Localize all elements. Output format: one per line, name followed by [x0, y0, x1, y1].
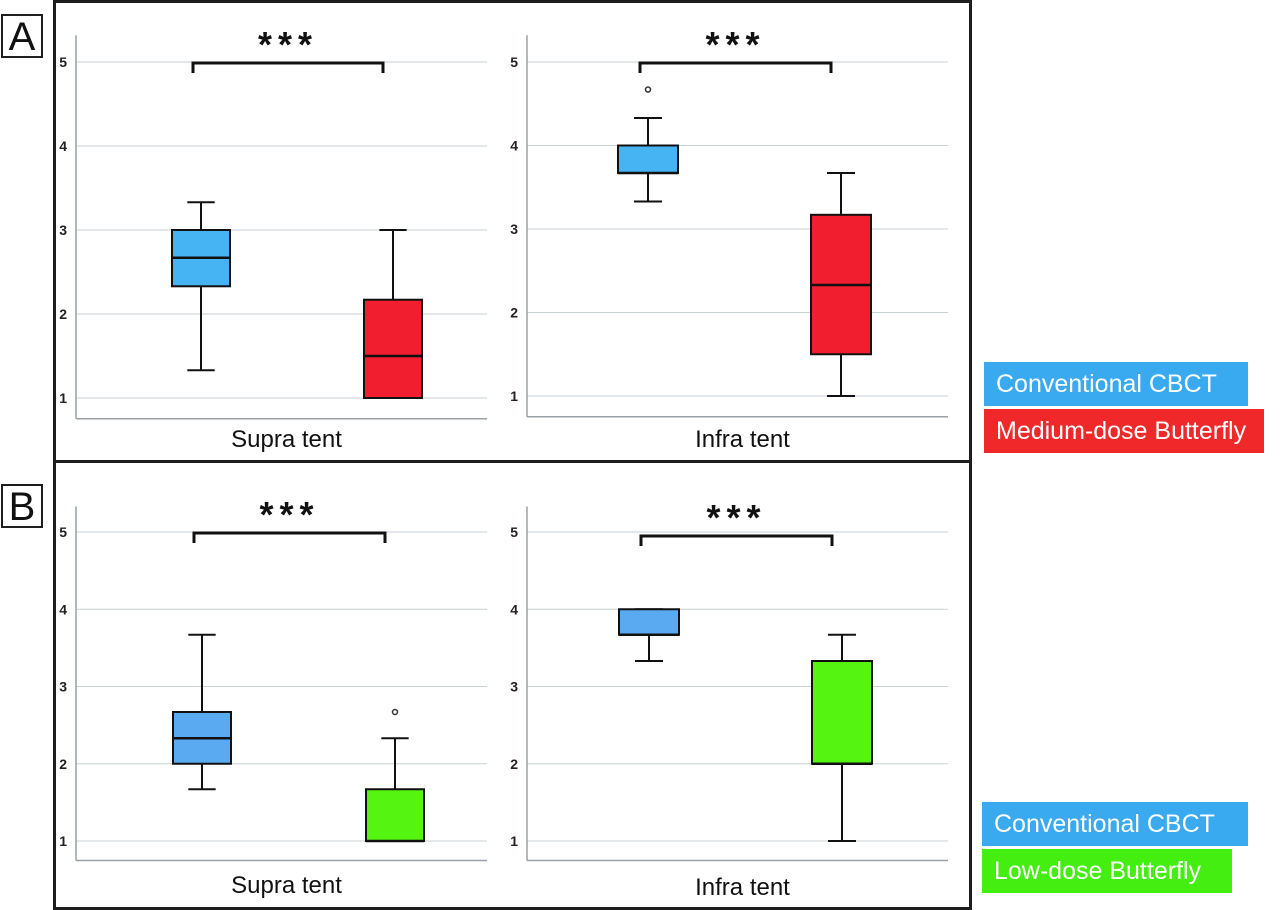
legend-b-low-dose-butterfly: Low-dose Butterfly — [982, 849, 1232, 893]
chart-1-ytick-label-4: 4 — [510, 138, 518, 154]
chart-0-ytick-label-4: 4 — [59, 138, 67, 154]
chart-0-box-1-iqr — [363, 298, 423, 399]
chart-3-ytick-label-4: 4 — [510, 601, 518, 617]
chart-2-box-1-iqr — [365, 788, 425, 842]
chart-0-x-label: Supra tent — [231, 426, 342, 453]
chart-1-ytick-label-2: 2 — [510, 305, 518, 321]
chart-1-significance-bracket — [638, 61, 833, 73]
chart-0-ytick-label-2: 2 — [59, 306, 67, 322]
chart-1-box-0-iqr — [617, 144, 679, 175]
chart-1-ytick-label-1: 1 — [510, 388, 518, 404]
panel-b-letter: B — [1, 484, 43, 528]
chart-0-ytick-label-1: 1 — [59, 390, 67, 406]
chart-3-ytick-label-1: 1 — [510, 833, 518, 849]
chart-1-x-label: Infra tent — [695, 426, 790, 453]
chart-2-significance-bracket — [192, 531, 387, 543]
chart-0-ytick-label-5: 5 — [59, 54, 67, 70]
chart-1-significance-label: *** — [705, 24, 765, 65]
chart-2-box-1-outlier-0 — [391, 708, 399, 716]
chart-3-x-label: Infra tent — [695, 874, 790, 901]
chart-2-ytick-label-1: 1 — [59, 833, 67, 849]
chart-2-x-label: Supra tent — [231, 872, 342, 899]
chart-3-box-0-iqr — [618, 608, 680, 636]
chart-3-significance-label: *** — [706, 497, 766, 538]
chart-2-ytick-label-4: 4 — [59, 601, 67, 617]
legend-a-medium-dose-butterfly: Medium-dose Butterfly — [984, 409, 1264, 453]
chart-2-ytick-label-5: 5 — [59, 524, 67, 540]
chart-0-significance-label: *** — [258, 24, 318, 65]
chart-3-significance-bracket — [639, 534, 834, 546]
chart-2-ytick-label-3: 3 — [59, 679, 67, 695]
chart-0-significance-bracket — [191, 61, 385, 73]
chart-3-ytick-label-3: 3 — [510, 679, 518, 695]
chart-2-ytick-label-2: 2 — [59, 756, 67, 772]
chart-3-box-1-iqr — [811, 660, 873, 765]
panel-a-letter: A — [1, 14, 43, 58]
chart-1-ytick-label-3: 3 — [510, 221, 518, 237]
chart-3-ytick-label-2: 2 — [510, 756, 518, 772]
legend-b-conventional-cbct: Conventional CBCT — [982, 802, 1248, 846]
chart-1-ytick-label-5: 5 — [510, 54, 518, 70]
chart-2-significance-label: *** — [259, 494, 319, 535]
chart-3-ytick-label-5: 5 — [510, 524, 518, 540]
chart-1-box-0-outlier-0 — [644, 86, 652, 93]
legend-a-conventional-cbct: Conventional CBCT — [984, 362, 1248, 406]
chart-0-ytick-label-3: 3 — [59, 222, 67, 238]
